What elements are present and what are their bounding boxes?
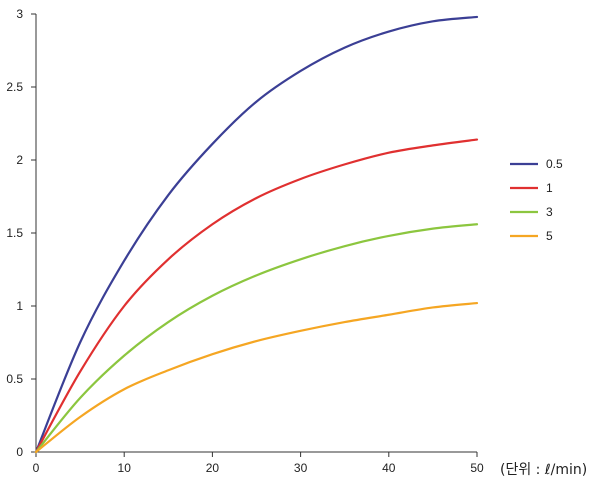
x-tick-label: 20 — [206, 461, 220, 475]
legend-label-3: 3 — [546, 205, 553, 219]
x-tick-label: 0 — [33, 461, 40, 475]
legend-label-1: 1 — [546, 181, 553, 195]
x-tick-label: 50 — [470, 461, 484, 475]
series-line-0.5 — [34, 15, 479, 454]
y-tick-label: 0 — [16, 445, 23, 459]
series-line-3 — [34, 223, 479, 454]
series-lines — [34, 15, 479, 454]
y-tick-label: 0.5 — [6, 372, 23, 386]
x-tick-label: 40 — [382, 461, 396, 475]
y-ticks: 0 0.5 1 1.5 2 2.5 3 — [6, 7, 36, 459]
y-tick-label: 1 — [16, 299, 23, 313]
x-unit-label: (단위 : ℓ/min) — [500, 462, 587, 478]
legend-label-0.5: 0.5 — [546, 157, 563, 171]
x-tick-label: 30 — [294, 461, 308, 475]
legend: 0.5 1 3 5 — [510, 157, 563, 243]
x-tick-label: 10 — [118, 461, 132, 475]
y-tick-label: 3 — [16, 7, 23, 21]
legend-label-5: 5 — [546, 229, 553, 243]
y-tick-label: 1.5 — [6, 226, 23, 240]
series-line-1 — [34, 138, 479, 454]
y-tick-label: 2 — [16, 153, 23, 167]
y-tick-label: 2.5 — [6, 80, 23, 94]
x-ticks: 0 10 20 30 40 50 — [33, 452, 484, 475]
series-line-5 — [34, 301, 479, 454]
